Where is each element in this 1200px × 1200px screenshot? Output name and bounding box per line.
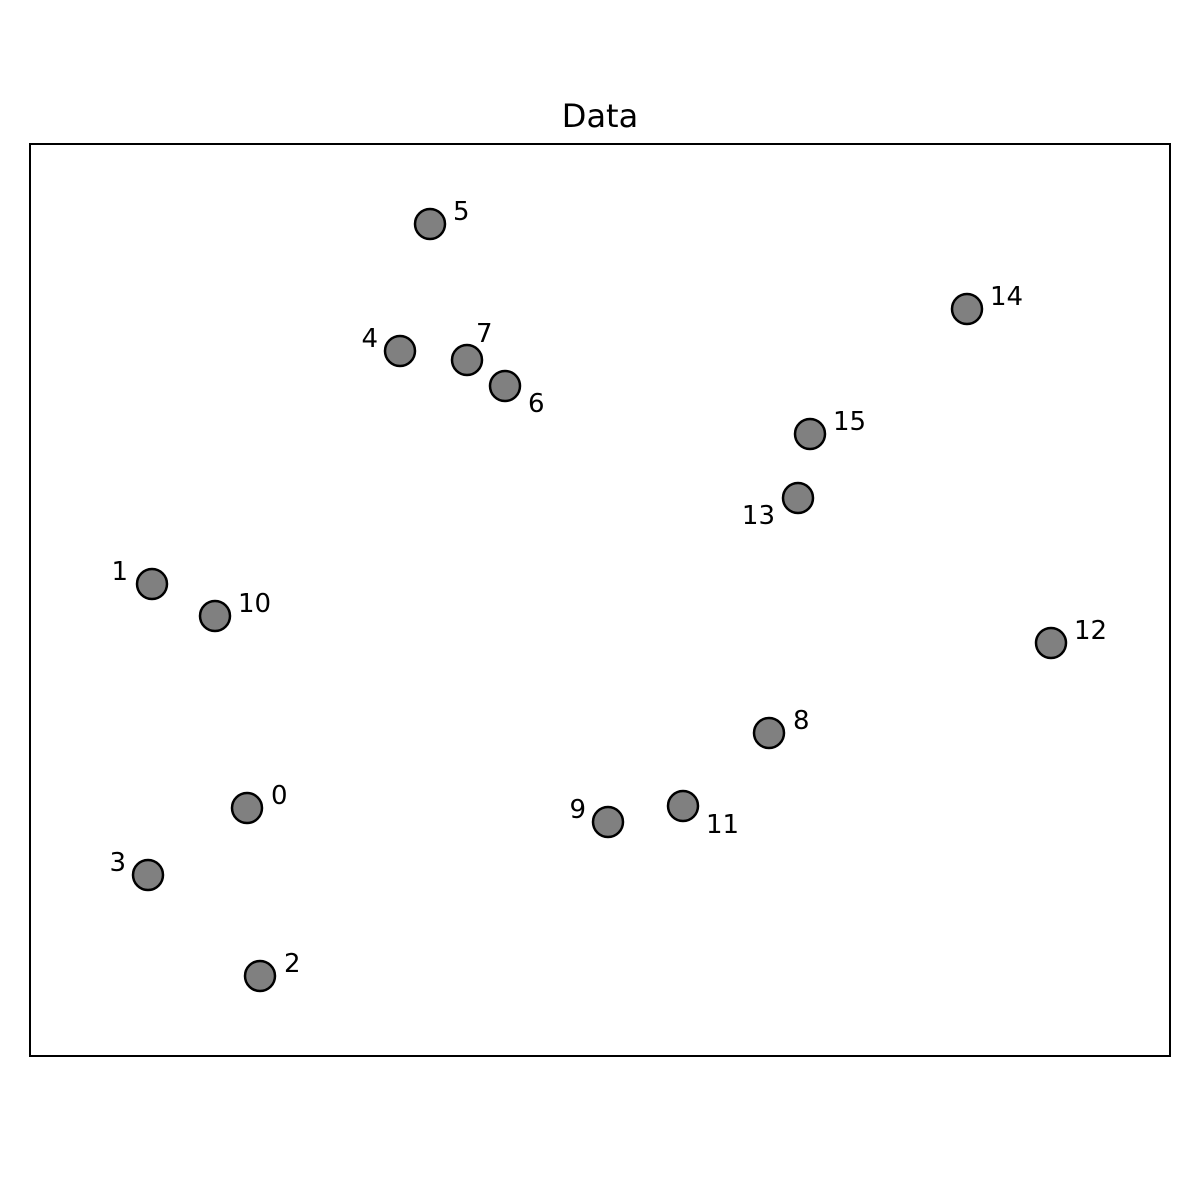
data-point-2 [243, 959, 277, 993]
data-point-10 [198, 599, 232, 633]
data-point-11 [666, 789, 700, 823]
chart-title: Data [562, 97, 638, 135]
point-label-11: 11 [706, 810, 739, 840]
data-point-1 [135, 567, 169, 601]
data-point-0 [230, 791, 264, 825]
plot-area-frame [29, 143, 1171, 1057]
data-point-3 [131, 858, 165, 892]
point-label-2: 2 [284, 949, 301, 979]
point-label-5: 5 [453, 197, 470, 227]
point-label-14: 14 [990, 282, 1023, 312]
point-label-4: 4 [361, 324, 378, 354]
data-point-13 [781, 481, 815, 515]
data-point-6 [488, 369, 522, 403]
point-label-10: 10 [238, 589, 271, 619]
data-point-9 [591, 805, 625, 839]
point-label-12: 12 [1074, 616, 1107, 646]
data-point-12 [1034, 626, 1068, 660]
data-point-14 [950, 292, 984, 326]
point-label-1: 1 [111, 557, 128, 587]
point-label-15: 15 [833, 407, 866, 437]
point-label-9: 9 [569, 795, 586, 825]
data-point-8 [752, 716, 786, 750]
point-label-3: 3 [109, 848, 126, 878]
data-point-4 [383, 334, 417, 368]
data-point-7 [450, 343, 484, 377]
point-label-8: 8 [793, 706, 810, 736]
point-label-6: 6 [528, 389, 545, 419]
data-point-5 [413, 207, 447, 241]
point-label-7: 7 [476, 319, 493, 349]
point-label-13: 13 [742, 501, 775, 531]
data-point-15 [793, 417, 827, 451]
point-label-0: 0 [271, 781, 288, 811]
